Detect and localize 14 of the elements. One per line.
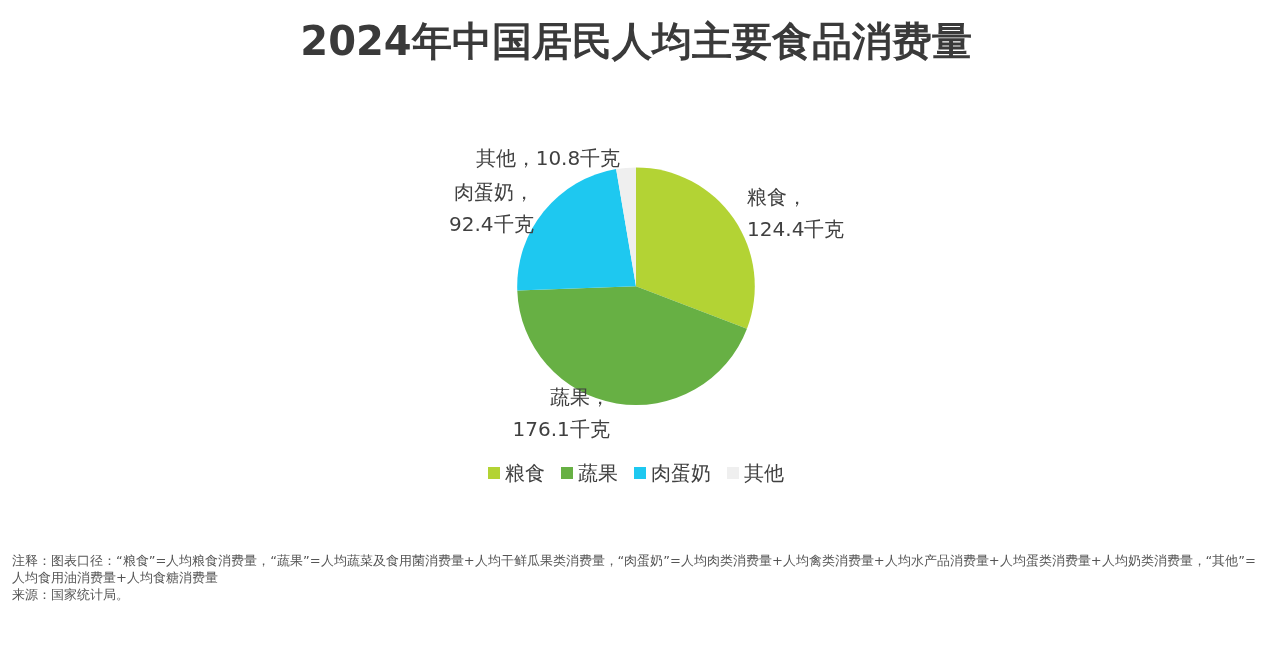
category-label: 粮食，: [747, 185, 808, 210]
category-label: 肉蛋奶，: [453, 179, 534, 204]
text: 注释：图表口径：“粮食”=人均粮食消费量，“蔬果”=人均蔬菜及食用菌消费量+人均干鲜瓜果类消费量，“肉蛋奶”=人均肉类消费量+人均禽类消费量+人均水产品消费量+人均蛋类消费量+人均奶类消费量，“其他”=人均食用油消费量+人均食糖消费量: [12, 552, 1257, 586]
source-note: 来源：国家统计局。: [12, 586, 130, 603]
category-label: 其他，10.8千克: [475, 145, 621, 170]
legend-label: 蔬果: [578, 461, 618, 485]
category-label: 蔬果，: [549, 385, 610, 410]
text: 124.4千克: [747, 217, 845, 242]
text: 176.1千克: [512, 417, 610, 442]
chart-title: 2024年中国居民人均主要食品消费量: [300, 18, 972, 64]
legend-label: 粮食: [505, 461, 545, 485]
legend-label: 其他: [744, 461, 784, 485]
text: 92.4千克: [448, 211, 534, 236]
legend-label: 肉蛋奶: [651, 461, 711, 485]
